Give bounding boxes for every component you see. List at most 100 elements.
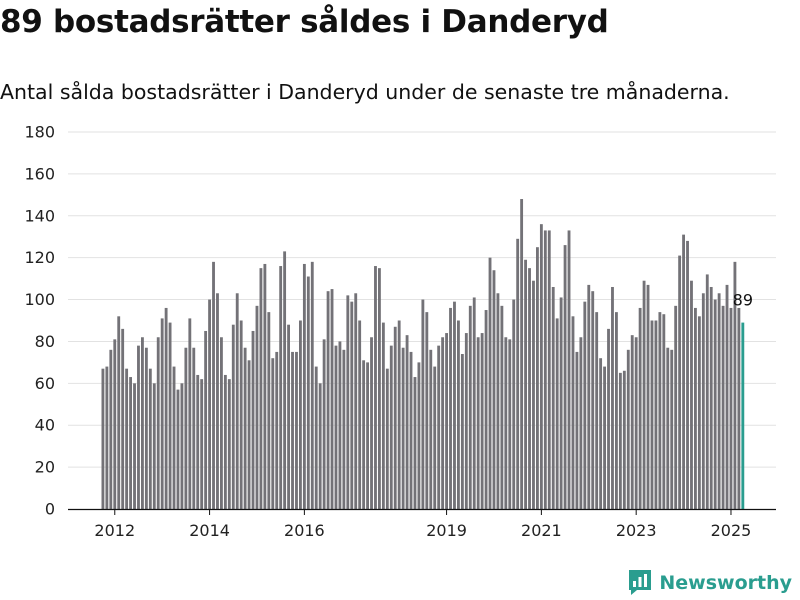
- bar: [437, 345, 441, 509]
- bar: [212, 261, 215, 509]
- bar: [536, 247, 539, 509]
- bar: [441, 337, 445, 509]
- bar: [504, 337, 508, 509]
- y-tick-label: 0: [45, 500, 55, 519]
- bar: [275, 351, 279, 509]
- bar: [721, 305, 725, 509]
- bar: [144, 347, 148, 509]
- bar: [152, 383, 156, 509]
- bar: [559, 297, 563, 509]
- bar: [674, 305, 678, 509]
- bar: [425, 312, 429, 509]
- bar: [247, 360, 251, 509]
- bar: [401, 347, 405, 509]
- bar: [705, 274, 709, 509]
- bar: [133, 383, 136, 509]
- bar: [259, 268, 263, 509]
- bar: [358, 320, 362, 509]
- bar: [488, 257, 492, 509]
- y-tick-label: 100: [24, 290, 55, 309]
- bar: [192, 347, 196, 509]
- bar: [626, 349, 630, 509]
- bar: [366, 362, 369, 509]
- bar: [216, 293, 219, 509]
- bar: [622, 370, 626, 509]
- bar: [583, 301, 587, 509]
- bar: [302, 263, 306, 509]
- bar: [603, 366, 606, 509]
- bar: [417, 362, 421, 509]
- bar: [310, 261, 314, 509]
- bar: [630, 335, 634, 509]
- bar: [235, 293, 239, 509]
- bar: [678, 255, 682, 509]
- bar: [709, 286, 713, 509]
- bar: [480, 333, 484, 509]
- bar: [299, 320, 302, 509]
- bar: [666, 347, 670, 509]
- bar-latest: [741, 322, 745, 509]
- last-value-label: 89: [733, 291, 753, 310]
- bar: [654, 320, 658, 509]
- bar: [662, 314, 666, 509]
- bar: [231, 324, 235, 509]
- newsworthy-logo-icon: [629, 570, 652, 595]
- bar: [141, 337, 144, 509]
- bar: [595, 312, 599, 509]
- bar: [551, 286, 555, 509]
- bar: [330, 289, 334, 509]
- bar: [547, 230, 551, 509]
- bar: [148, 368, 152, 509]
- bar: [101, 368, 105, 509]
- bar: [528, 268, 531, 509]
- bar: [543, 230, 547, 509]
- bar: [378, 268, 381, 509]
- bar: [500, 305, 504, 509]
- bar: [618, 372, 622, 509]
- bar: [188, 318, 192, 509]
- y-tick-label: 120: [24, 248, 55, 267]
- bar: [227, 379, 231, 509]
- bar: [121, 328, 125, 509]
- bar: [599, 358, 603, 509]
- bar: [168, 322, 172, 509]
- bar: [484, 310, 488, 509]
- bar: [453, 301, 456, 509]
- bar: [690, 280, 693, 509]
- bar: [508, 339, 512, 509]
- bar: [460, 354, 464, 509]
- bar: [322, 339, 326, 509]
- bar: [105, 366, 109, 509]
- bar: [109, 349, 113, 509]
- bar: [737, 307, 741, 509]
- bar: [117, 316, 121, 509]
- bar: [283, 251, 287, 509]
- chart-title: 89 bostadsrätter såldes i Danderyd: [0, 4, 609, 40]
- bar: [397, 320, 401, 509]
- y-tick-label: 180: [24, 123, 55, 142]
- bar: [279, 266, 283, 509]
- bar: [393, 326, 397, 509]
- bar: [563, 245, 567, 509]
- bar: [263, 263, 267, 509]
- bar: [381, 322, 385, 509]
- bar: [591, 291, 595, 509]
- bar: [457, 320, 460, 509]
- bar: [125, 368, 129, 509]
- y-tick-label: 80: [35, 332, 55, 351]
- bar: [346, 295, 350, 509]
- bar: [524, 259, 527, 509]
- bar: [196, 374, 200, 509]
- bar: [176, 389, 180, 509]
- bar: [271, 358, 275, 509]
- bar: [476, 337, 480, 509]
- bar: [658, 312, 662, 509]
- bar: [587, 284, 591, 509]
- y-tick-label: 20: [35, 458, 55, 477]
- bar: [267, 312, 271, 509]
- bar: [433, 366, 437, 509]
- bar: [520, 199, 524, 509]
- bar: [204, 330, 208, 509]
- bar: [362, 360, 366, 509]
- bar: [255, 305, 259, 509]
